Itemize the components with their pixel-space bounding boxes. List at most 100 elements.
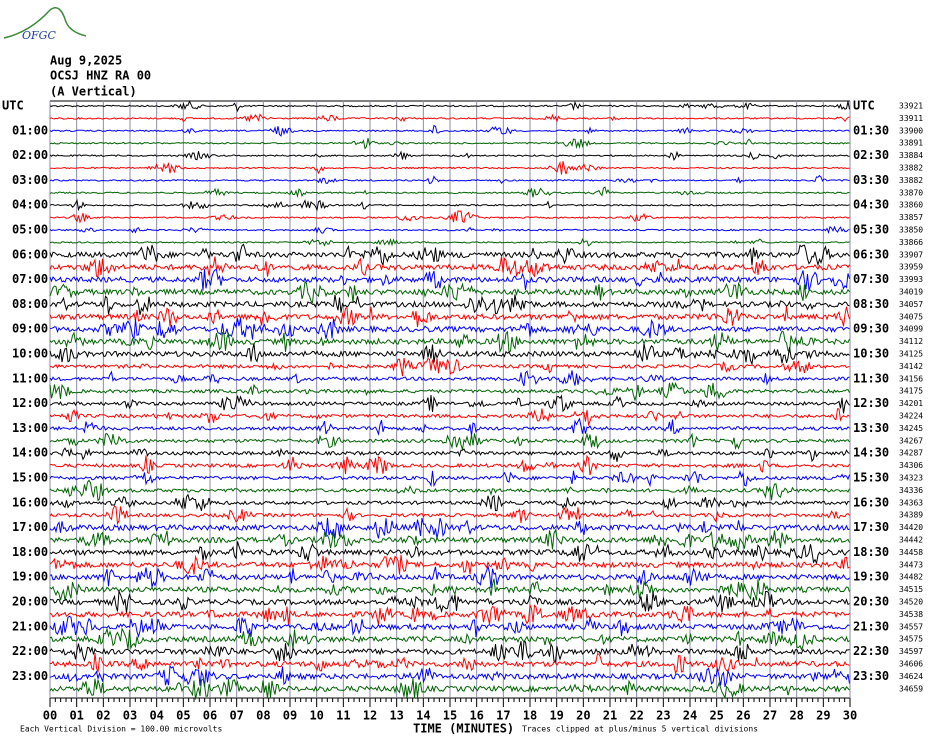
row-count: 33870 — [899, 188, 923, 197]
row-label-right: 20:30 — [853, 595, 889, 609]
row-count: 34473 — [899, 560, 923, 569]
x-tick-label: 13 — [389, 709, 403, 723]
trace — [49, 186, 850, 198]
x-tick-label: 10 — [309, 709, 323, 723]
trace — [49, 394, 850, 414]
row-count: 34112 — [899, 337, 923, 346]
logo: OFGC — [22, 29, 56, 42]
trace — [50, 357, 850, 377]
x-tick-label: 21 — [603, 709, 617, 723]
x-tick-label: 29 — [816, 709, 830, 723]
row-label-right: UTC — [853, 99, 875, 113]
row-count: 34125 — [899, 350, 923, 359]
clip-note: Traces clipped at plus/minus 5 vertical … — [522, 725, 758, 734]
row-count: 34659 — [899, 684, 923, 693]
row-count: 33959 — [899, 263, 923, 272]
row-count: 34142 — [899, 362, 923, 371]
x-tick-label: 03 — [123, 709, 137, 723]
row-label-right: 03:30 — [853, 173, 889, 187]
row-count: 34606 — [899, 660, 923, 669]
traces — [49, 99, 850, 700]
row-count: 33860 — [899, 201, 923, 210]
trace — [49, 653, 850, 675]
row-count: 34442 — [899, 536, 923, 545]
trace — [49, 113, 850, 123]
row-label-right: 08:30 — [853, 297, 889, 311]
x-tick-label: 08 — [256, 709, 270, 723]
row-count: 33884 — [899, 151, 923, 160]
row-count: 34420 — [899, 523, 923, 532]
row-count: 34075 — [899, 312, 923, 321]
x-tick-label: 27 — [763, 709, 777, 723]
row-label-right: 19:30 — [853, 570, 889, 584]
trace — [49, 528, 850, 552]
x-tick-label: 16 — [469, 709, 483, 723]
date: Aug 9,2025 — [50, 54, 122, 68]
trace — [50, 161, 850, 175]
trace — [49, 256, 850, 278]
row-label-left: 17:00 — [12, 520, 48, 534]
row-label-left: 12:00 — [12, 396, 48, 410]
row-label-right: 10:30 — [853, 347, 889, 361]
row-count: 33891 — [899, 139, 923, 148]
row-label-right: 11:30 — [853, 371, 889, 385]
station: OCSJ HNZ RA 00 — [50, 69, 151, 83]
trace — [49, 343, 850, 366]
x-tick-label: 17 — [496, 709, 510, 723]
scale-note: Each Vertical Division = 100.00 microvol… — [20, 725, 222, 734]
row-count: 34336 — [899, 486, 923, 495]
trace — [49, 417, 850, 437]
trace — [49, 408, 850, 427]
row-count: 33857 — [899, 213, 923, 222]
row-label-right: 22:30 — [853, 644, 889, 658]
x-tick-label: 04 — [149, 709, 163, 723]
row-count: 33911 — [899, 114, 923, 123]
trace — [49, 454, 850, 476]
trace — [49, 174, 850, 185]
row-count: 33866 — [899, 238, 923, 247]
row-label-right: 13:30 — [853, 421, 889, 435]
x-tick-label: 15 — [443, 709, 457, 723]
row-count: 33900 — [899, 126, 923, 135]
x-tick-label: 26 — [736, 709, 750, 723]
x-tick-label: 20 — [576, 709, 590, 723]
trace — [49, 137, 850, 150]
row-label-right: 09:30 — [853, 322, 889, 336]
row-label-left: 08:00 — [12, 297, 48, 311]
row-label-left: 18:00 — [12, 545, 48, 559]
row-label-left: UTC — [2, 99, 24, 113]
row-label-left: 09:00 — [12, 322, 48, 336]
trace — [49, 370, 850, 387]
row-label-right: 05:30 — [853, 223, 889, 237]
x-tick-label: 23 — [656, 709, 670, 723]
x-tick-label: 25 — [709, 709, 723, 723]
row-label-left: 20:00 — [12, 595, 48, 609]
row-label-right: 02:30 — [853, 148, 889, 162]
x-tick-label: 00 — [43, 709, 57, 723]
row-count: 34057 — [899, 300, 923, 309]
row-count: 34458 — [899, 548, 923, 557]
row-label-right: 23:30 — [853, 669, 889, 683]
row-label-left: 11:00 — [12, 371, 48, 385]
row-count: 34520 — [899, 598, 923, 607]
x-tick-label: 06 — [203, 709, 217, 723]
row-label-right: 04:30 — [853, 198, 889, 212]
row-count: 34597 — [899, 647, 923, 656]
row-count: 34099 — [899, 325, 923, 334]
x-tick-label: 30 — [843, 709, 857, 723]
component: (A Vertical) — [50, 85, 137, 99]
row-count: 34019 — [899, 288, 923, 297]
row-label-left: 13:00 — [12, 421, 48, 435]
row-label-left: 02:00 — [12, 148, 48, 162]
row-count: 33882 — [899, 176, 923, 185]
row-label-right: 06:30 — [853, 247, 889, 261]
trace — [49, 269, 850, 291]
x-tick-label: 14 — [416, 709, 430, 723]
row-count: 34287 — [899, 449, 923, 458]
row-label-left: 05:00 — [12, 223, 48, 237]
row-count: 34482 — [899, 573, 923, 582]
row-count: 34201 — [899, 399, 923, 408]
x-tick-label: 12 — [363, 709, 377, 723]
